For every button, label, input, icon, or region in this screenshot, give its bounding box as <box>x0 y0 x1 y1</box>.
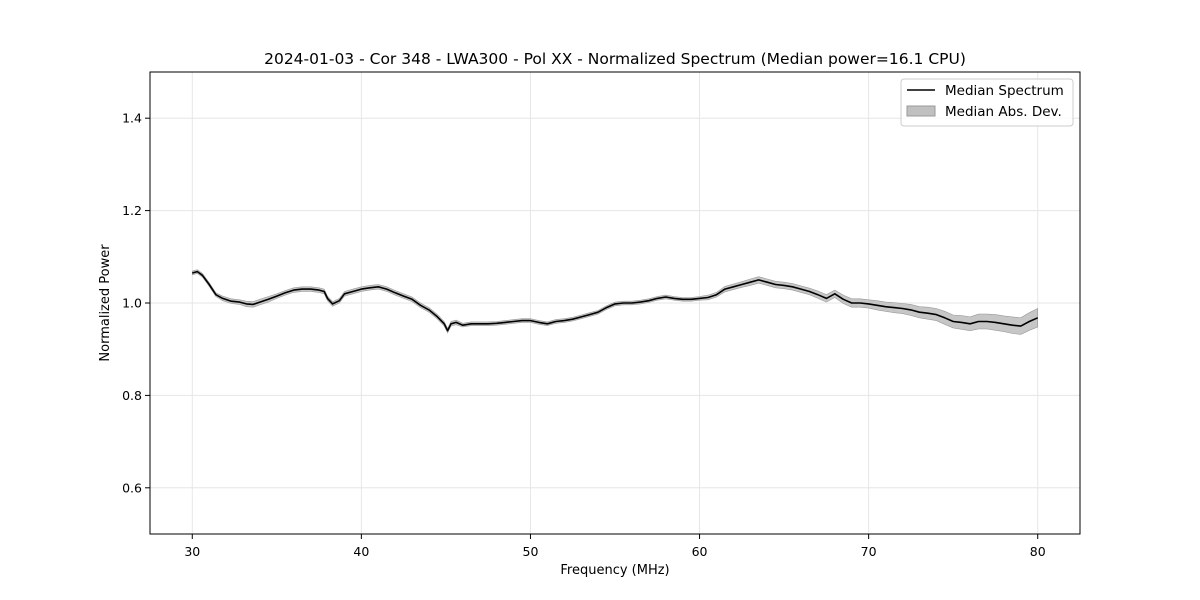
y-tick-label: 1.0 <box>122 296 142 311</box>
x-tick-label: 50 <box>523 544 539 559</box>
x-tick-label: 40 <box>353 544 369 559</box>
legend-box <box>900 78 1074 127</box>
y-tick-label: 1.4 <box>122 111 142 126</box>
axis-ticks: 30 40 50 60 70 80 0.6 0.8 1.0 1.2 1.4 <box>122 111 1046 559</box>
median-line-layer <box>192 270 1039 332</box>
y-tick-label: 1.2 <box>122 203 142 218</box>
legend-entry-median-abs-dev: Median Abs. Dev. <box>945 104 1062 120</box>
mad-band-layer <box>192 269 1038 335</box>
median-spectrum-line <box>192 270 1039 332</box>
x-tick-label: 30 <box>184 544 200 559</box>
x-axis-label: Frequency (MHz) <box>560 563 669 578</box>
median-abs-dev-band <box>192 269 1038 335</box>
legend-entry-median-spectrum: Median Spectrum <box>945 83 1064 99</box>
x-tick-label: 70 <box>861 544 877 559</box>
legend: Median Spectrum Median Abs. Dev. <box>900 78 1074 127</box>
y-axis-label: Normalized Power <box>98 244 113 362</box>
x-tick-label: 80 <box>1030 544 1046 559</box>
y-tick-label: 0.6 <box>122 480 142 495</box>
x-tick-label: 60 <box>692 544 708 559</box>
chart-title: 2024-01-03 - Cor 348 - LWA300 - Pol XX -… <box>264 50 966 68</box>
y-tick-label: 0.8 <box>122 388 142 403</box>
legend-band-swatch <box>906 105 936 117</box>
